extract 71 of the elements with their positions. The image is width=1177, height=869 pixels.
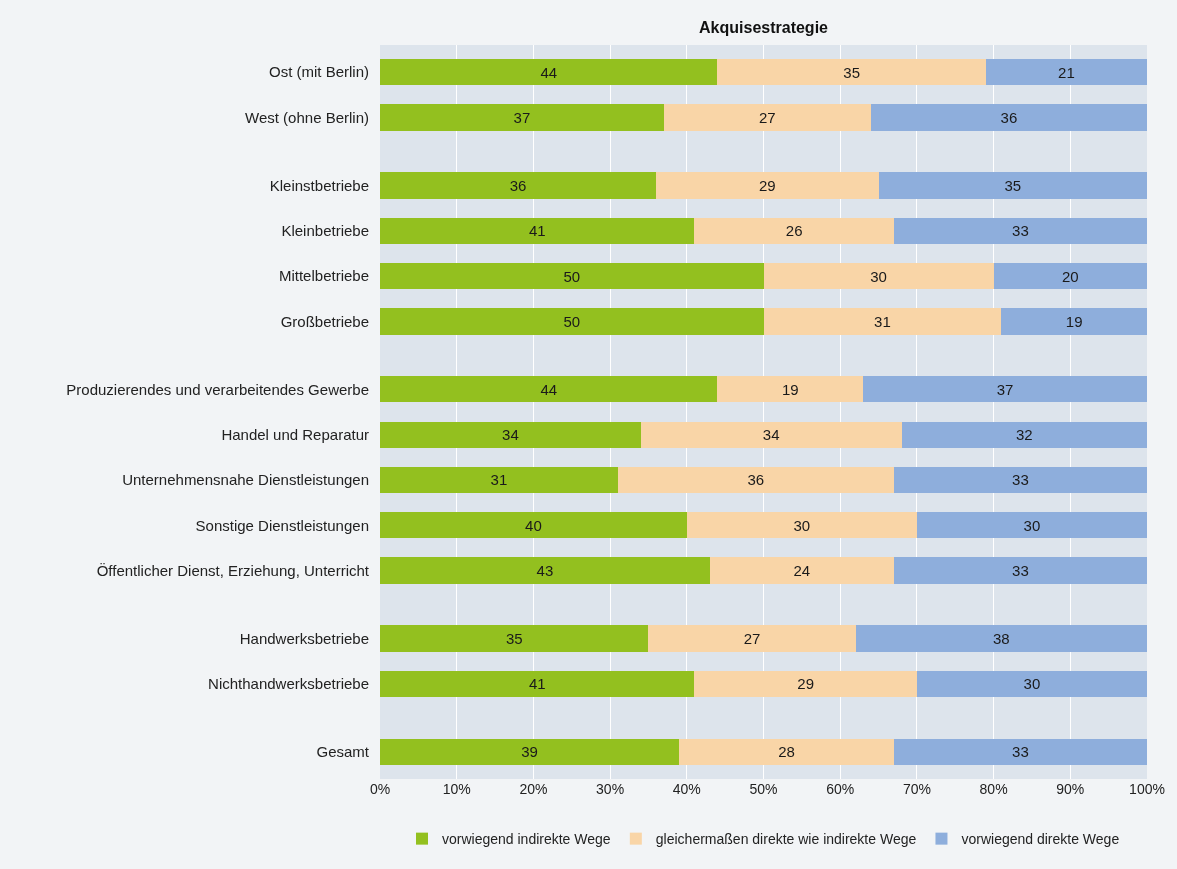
y-tick-label: Nichthandwerksbetriebe xyxy=(208,675,369,693)
data-label: 39 xyxy=(521,743,538,761)
data-label: 41 xyxy=(528,222,546,240)
y-tick-label: Unternehmensnahe Dienstleistungen xyxy=(122,471,369,489)
x-tick-label: 60% xyxy=(826,781,855,797)
data-label: 19 xyxy=(1065,312,1083,330)
data-label: 50 xyxy=(563,267,581,285)
data-label: 29 xyxy=(758,176,776,194)
data-label: 28 xyxy=(778,743,795,761)
data-label: 19 xyxy=(782,380,799,398)
y-tick-label: Handwerksbetriebe xyxy=(239,629,369,647)
data-label: 33 xyxy=(1012,222,1029,240)
data-label: 34 xyxy=(762,426,780,444)
legend-label: vorwiegend indirekte Wege xyxy=(442,831,611,848)
data-label: 27 xyxy=(743,630,761,648)
data-label: 38 xyxy=(992,630,1010,648)
data-label: 35 xyxy=(505,630,523,648)
y-tick-label: Produzierendes und verarbeitendes Gewerbe xyxy=(66,380,369,398)
data-label: 32 xyxy=(1015,426,1033,444)
data-label: 29 xyxy=(797,675,815,693)
x-tick-label: 80% xyxy=(979,781,1008,797)
data-label: 30 xyxy=(1023,675,1041,693)
y-tick-label: Handel und Reparatur xyxy=(221,425,369,443)
x-tick-label: 90% xyxy=(1056,781,1085,797)
x-tick-label: 10% xyxy=(442,781,471,797)
data-label: 36 xyxy=(509,176,527,194)
data-label: 21 xyxy=(1058,63,1075,81)
data-label: 30 xyxy=(1023,516,1041,534)
data-label: 35 xyxy=(1004,176,1022,194)
y-tick-label: Großbetriebe xyxy=(280,312,369,330)
data-label: 37 xyxy=(996,380,1014,398)
data-label: 33 xyxy=(1012,743,1029,761)
data-label: 26 xyxy=(785,222,803,240)
y-tick-label: Gesamt xyxy=(316,743,370,761)
x-tick-label: 0% xyxy=(369,781,391,797)
legend-label: gleichermaßen direkte wie indirekte Wege xyxy=(655,831,917,848)
data-label: 31 xyxy=(874,312,891,330)
data-label: 36 xyxy=(747,471,765,489)
chart-title: Akquisestrategie xyxy=(699,18,829,36)
data-label: 31 xyxy=(490,471,508,489)
data-label: 20 xyxy=(1061,267,1079,285)
data-label: 36 xyxy=(1000,108,1018,126)
y-tick-label: Ost (mit Berlin) xyxy=(268,63,369,81)
y-tick-label: Kleinbetriebe xyxy=(281,222,369,240)
y-tick-label: Öffentlicher Dienst, Erziehung, Unterricht xyxy=(96,561,370,579)
data-label: 34 xyxy=(502,426,519,444)
y-tick-label: Sonstige Dienstleistungen xyxy=(195,516,369,534)
data-label: 30 xyxy=(793,516,811,534)
x-tick-label: 40% xyxy=(672,781,701,797)
data-label: 41 xyxy=(528,675,546,693)
data-label: 33 xyxy=(1012,471,1029,489)
data-label: 44 xyxy=(540,63,558,81)
x-tick-label: 70% xyxy=(902,781,931,797)
data-label: 44 xyxy=(540,380,558,398)
data-label: 50 xyxy=(563,312,581,330)
data-label: 30 xyxy=(870,267,887,285)
x-tick-label: 100% xyxy=(1129,781,1165,797)
x-tick-label: 50% xyxy=(749,781,778,797)
y-tick-label: West (ohne Berlin) xyxy=(245,108,369,126)
y-tick-label: Mittelbetriebe xyxy=(278,267,369,285)
data-label: 33 xyxy=(1012,562,1029,580)
data-label: 40 xyxy=(525,516,542,534)
data-label: 27 xyxy=(758,108,776,126)
data-label: 24 xyxy=(793,562,811,580)
data-label: 43 xyxy=(536,562,554,580)
legend-label: vorwiegend direkte Wege xyxy=(961,831,1120,848)
x-tick-label: 30% xyxy=(596,781,625,797)
data-label: 35 xyxy=(843,63,861,81)
data-label: 37 xyxy=(513,108,531,126)
x-tick-label: 20% xyxy=(519,781,548,797)
y-tick-label: Kleinstbetriebe xyxy=(269,176,369,194)
